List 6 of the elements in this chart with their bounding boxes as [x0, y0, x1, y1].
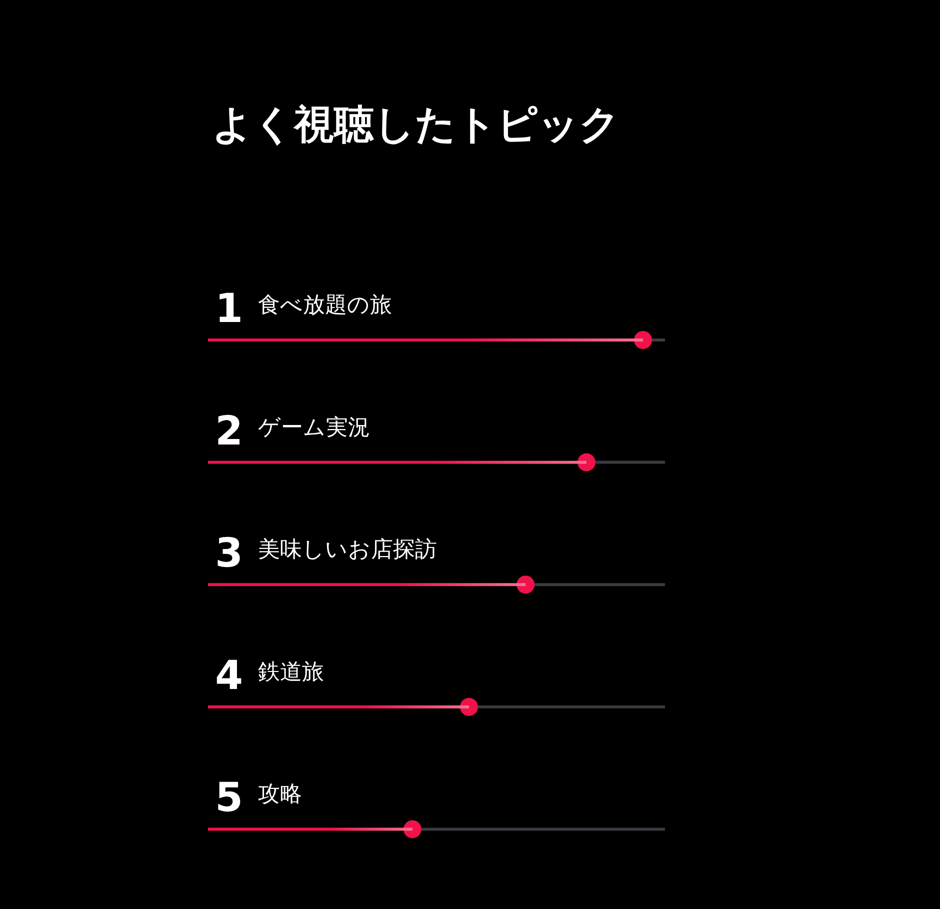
- chart-title: よく視聴したトピック: [212, 102, 620, 148]
- annotation: 1: [215, 286, 243, 332]
- annotation: 4: [215, 652, 243, 699]
- annotation: 3: [215, 530, 243, 577]
- annotation: 2: [215, 408, 243, 454]
- annotation: 5: [215, 775, 243, 822]
